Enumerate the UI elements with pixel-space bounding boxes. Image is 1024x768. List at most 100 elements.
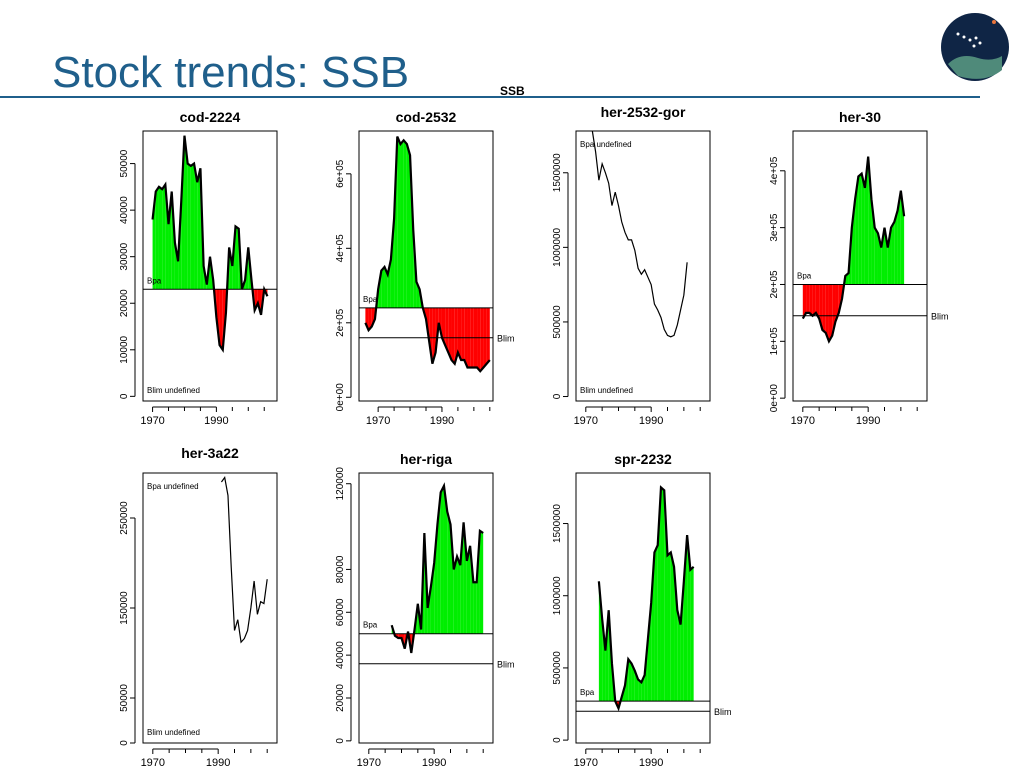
bpa-label: Bpa xyxy=(363,621,378,630)
y-tick-label: 500000 xyxy=(552,651,563,685)
y-tick-label: 10000 xyxy=(119,335,130,363)
blim-label: Blim xyxy=(497,660,515,670)
y-tick-label: 40000 xyxy=(335,641,346,669)
area-above-bpa xyxy=(647,602,652,702)
y-tick-label: 40000 xyxy=(119,196,130,224)
area-above-bpa xyxy=(450,524,454,634)
y-tick-label: 2e+05 xyxy=(769,270,780,299)
chart-title: her-30 xyxy=(839,109,881,125)
x-tick-label: 1990 xyxy=(204,415,228,427)
y-tick-label: 120000 xyxy=(335,467,346,501)
chart-panel-her-riga: her-riga Bpa Blim 1970 1990 0 20000 40000 60000 8… xyxy=(335,451,515,768)
bpa-label: Bpa xyxy=(580,688,595,697)
area-above-bpa xyxy=(894,210,898,285)
area-above-bpa xyxy=(897,190,901,285)
x-tick-label: 1990 xyxy=(856,415,880,427)
area-above-bpa xyxy=(165,184,169,290)
area-below-bpa xyxy=(806,284,810,313)
area-above-bpa xyxy=(861,173,865,285)
organization-logo xyxy=(941,13,1009,81)
series-line xyxy=(151,135,269,353)
area-below-bpa xyxy=(480,307,484,372)
x-tick-label: 1970 xyxy=(574,415,598,427)
area-above-bpa xyxy=(460,522,464,634)
plot-frame xyxy=(358,130,494,402)
area-below-bpa xyxy=(461,307,465,361)
area-above-bpa xyxy=(381,266,385,308)
area-above-bpa xyxy=(858,173,862,285)
plot-frame xyxy=(142,472,278,744)
area-above-bpa xyxy=(651,552,655,702)
area-above-bpa xyxy=(631,663,635,702)
y-tick-label: 0 xyxy=(119,393,130,399)
bpa-label: Bpa undefined xyxy=(580,140,632,149)
area-above-bpa xyxy=(473,582,477,634)
area-above-bpa xyxy=(443,485,448,634)
area-below-bpa xyxy=(219,289,223,350)
area-above-bpa xyxy=(855,176,859,285)
plot-frame xyxy=(575,130,711,402)
area-above-bpa xyxy=(677,610,681,702)
series-line xyxy=(220,476,268,644)
bpa-label: Bpa xyxy=(363,295,378,304)
area-above-bpa xyxy=(667,552,671,702)
area-above-bpa xyxy=(440,485,444,634)
plot-frame xyxy=(575,472,711,744)
area-above-bpa xyxy=(463,522,467,634)
blim-label: Blim xyxy=(714,707,732,717)
series-line xyxy=(364,136,491,373)
y-tick-label: 150000 xyxy=(119,591,130,625)
x-tick-label: 1990 xyxy=(422,757,446,768)
y-tick-label: 1500000 xyxy=(552,504,563,543)
plot-frame xyxy=(358,472,494,744)
y-tick-label: 0 xyxy=(119,740,130,746)
area-above-bpa xyxy=(602,618,606,702)
chart-panel-cod-2532: cod-2532 Bpa Blim 1970 1990 0e+00 2e+05 4e+05 6e… xyxy=(335,109,515,427)
y-tick-label: 1e+05 xyxy=(769,327,780,356)
area-above-bpa xyxy=(687,535,691,702)
area-below-bpa xyxy=(368,307,372,331)
area-above-bpa xyxy=(434,524,438,634)
series-line xyxy=(390,482,484,654)
y-tick-label: 4e+05 xyxy=(335,234,346,263)
area-below-bpa xyxy=(822,284,826,333)
plot-frame xyxy=(142,130,278,402)
x-tick-label: 1970 xyxy=(141,757,165,768)
area-above-bpa xyxy=(864,156,869,285)
x-tick-label: 1970 xyxy=(574,757,598,768)
area-below-bpa xyxy=(802,284,807,319)
y-tick-label: 50000 xyxy=(119,684,130,712)
area-below-bpa xyxy=(457,307,462,361)
y-tick-label: 50000 xyxy=(119,149,130,177)
y-tick-label: 0e+00 xyxy=(335,383,346,412)
y-tick-label: 80000 xyxy=(335,555,346,583)
x-tick-label: 1990 xyxy=(639,415,663,427)
y-tick-label: 1000000 xyxy=(552,576,563,615)
blim-label: Blim undefined xyxy=(580,386,633,395)
area-above-bpa xyxy=(654,545,658,702)
y-tick-label: 2e+05 xyxy=(335,308,346,337)
area-below-bpa xyxy=(441,307,446,346)
y-tick-label: 0 xyxy=(552,737,563,743)
area-above-bpa xyxy=(874,227,878,285)
area-below-bpa xyxy=(448,307,452,361)
y-tick-label: 500000 xyxy=(552,305,563,339)
series-line xyxy=(801,156,906,344)
area-above-bpa xyxy=(453,556,458,634)
area-above-bpa xyxy=(400,140,404,308)
area-below-bpa xyxy=(429,307,433,364)
area-above-bpa xyxy=(190,163,195,290)
area-below-bpa xyxy=(486,307,490,364)
x-tick-label: 1990 xyxy=(639,757,663,768)
area-below-bpa xyxy=(815,284,820,319)
chart-title: her-riga xyxy=(400,451,452,467)
area-above-bpa xyxy=(680,581,684,702)
y-tick-label: 1000000 xyxy=(552,227,563,266)
series-line xyxy=(597,485,695,712)
blim-label: Blim xyxy=(497,334,515,344)
area-above-bpa xyxy=(891,221,895,285)
area-above-bpa xyxy=(406,144,411,308)
chart-title: spr-2232 xyxy=(614,451,672,467)
y-tick-label: 0 xyxy=(335,738,346,744)
y-tick-label: 0e+00 xyxy=(769,384,780,413)
